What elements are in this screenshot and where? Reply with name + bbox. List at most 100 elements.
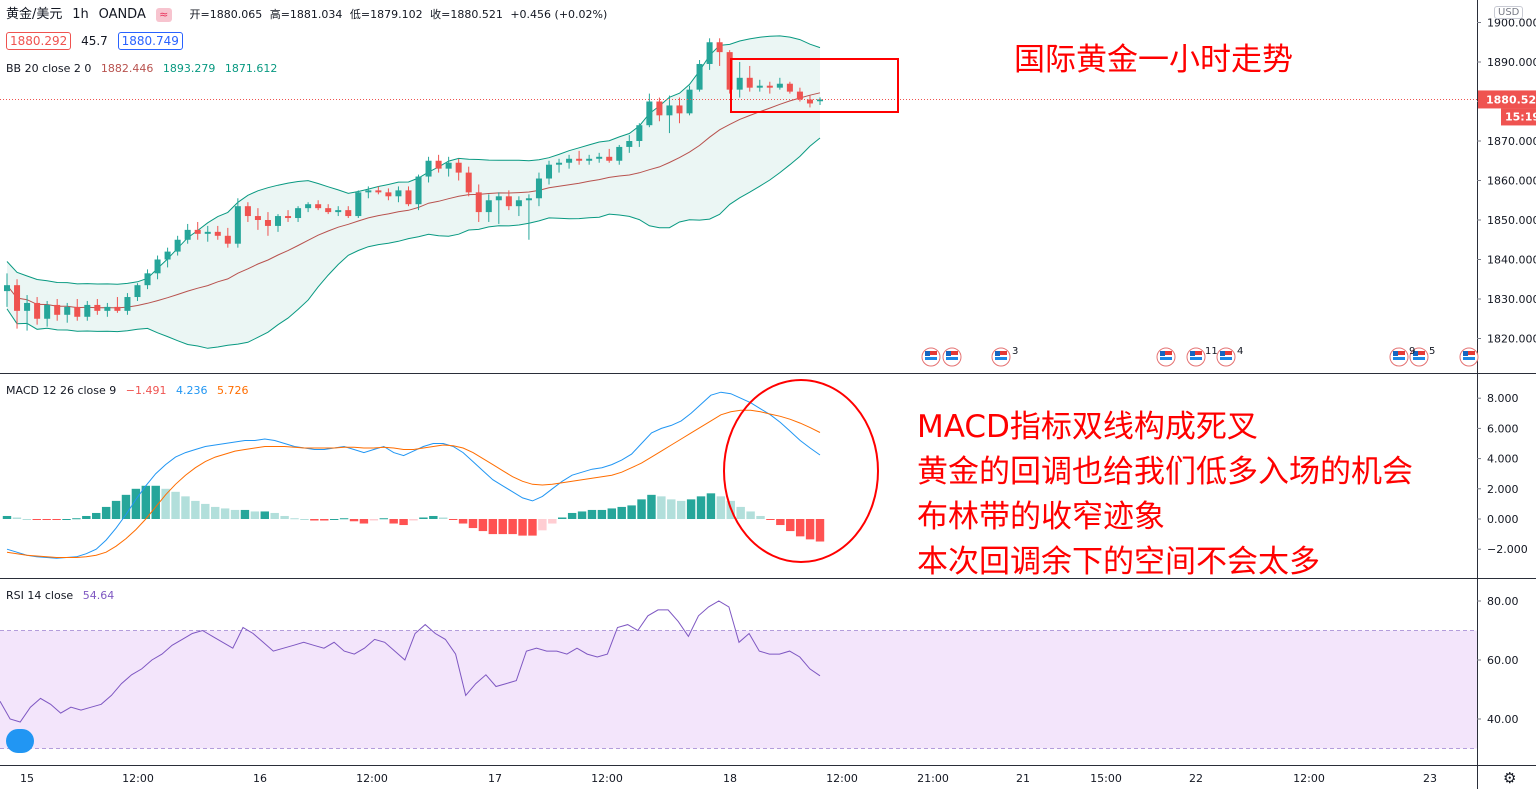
macd-histogram-bar bbox=[676, 500, 686, 519]
candle-body bbox=[224, 235, 231, 244]
macd-histogram-bar bbox=[230, 509, 240, 519]
candle bbox=[465, 166, 472, 197]
candle-body bbox=[134, 285, 141, 298]
candle bbox=[264, 212, 271, 236]
candle bbox=[174, 235, 181, 256]
macd-histogram-bar bbox=[62, 519, 71, 520]
macd-histogram-bar bbox=[468, 519, 478, 529]
buy-button[interactable]: 1880.749 bbox=[117, 32, 183, 50]
macd-histogram-bar bbox=[736, 506, 745, 519]
candle-body bbox=[706, 42, 713, 64]
sell-button[interactable]: 1880.292 bbox=[6, 32, 72, 50]
bb-lower-value: 1871.612 bbox=[224, 62, 278, 75]
candle-body bbox=[305, 204, 312, 209]
annotation-line-4: 本次回调余下的空间不会太多 bbox=[917, 544, 1320, 580]
macd-legend[interactable]: MACD 12 26 close 9 −1.491 4.236 5.726 bbox=[6, 383, 255, 399]
candle bbox=[776, 77, 783, 90]
macd-histogram-bar bbox=[419, 517, 428, 519]
candle-body bbox=[94, 304, 101, 311]
candle-body bbox=[295, 208, 302, 219]
candle bbox=[505, 190, 512, 211]
candle-body bbox=[616, 146, 623, 161]
currency-label[interactable]: USD bbox=[1494, 6, 1524, 19]
candle bbox=[295, 206, 302, 222]
price-tick-label: 1840.000 bbox=[1487, 254, 1536, 267]
candle-body bbox=[445, 162, 452, 169]
macd-histogram-bar bbox=[359, 519, 369, 524]
candle bbox=[435, 154, 442, 173]
candle-body bbox=[395, 190, 402, 197]
time-tick-label: 16 bbox=[253, 772, 267, 785]
candle-body bbox=[385, 192, 392, 197]
highlight-rectangle bbox=[730, 58, 899, 113]
bb-legend[interactable]: BB 20 close 2 0 1882.446 1893.279 1871.6… bbox=[6, 61, 283, 77]
us-flag-stripe bbox=[925, 351, 937, 355]
rsi-legend[interactable]: RSI 14 close 54.64 bbox=[6, 588, 120, 604]
bb-basis-line bbox=[6, 92, 821, 309]
candle bbox=[736, 62, 743, 98]
candle bbox=[214, 225, 221, 240]
candle bbox=[586, 154, 593, 165]
settings-wave-icon[interactable]: ≈ bbox=[155, 7, 172, 22]
candle bbox=[124, 293, 131, 315]
bb-upper-line bbox=[6, 35, 821, 285]
candle bbox=[485, 194, 492, 222]
macd-histogram-bar bbox=[260, 511, 269, 519]
macd-histogram-bar bbox=[290, 518, 299, 520]
candle bbox=[746, 65, 753, 92]
us-flag-stripe bbox=[1220, 351, 1232, 355]
candle-body bbox=[726, 52, 733, 90]
us-flag-stripe bbox=[995, 351, 1007, 355]
macd-histogram-bar bbox=[389, 519, 398, 524]
macd-histogram-bar bbox=[280, 515, 289, 519]
macd-histogram-bar bbox=[201, 503, 210, 519]
us-flag-icon bbox=[921, 347, 941, 367]
candle bbox=[24, 295, 31, 331]
us-flag-stripe bbox=[1220, 357, 1232, 360]
candle bbox=[3, 273, 11, 307]
candle bbox=[34, 297, 41, 325]
candle-body bbox=[656, 101, 663, 116]
candle bbox=[355, 190, 362, 219]
us-flag-stripe bbox=[1160, 351, 1172, 355]
candle-body bbox=[335, 210, 342, 213]
candle bbox=[766, 81, 773, 94]
us-flag-icon bbox=[1459, 347, 1479, 367]
macd-histogram-bar bbox=[32, 519, 41, 520]
macd-histogram-bar bbox=[795, 519, 805, 537]
candle-body bbox=[34, 302, 41, 319]
us-flag-stripe bbox=[1463, 357, 1475, 360]
candle bbox=[706, 38, 713, 70]
candle bbox=[94, 299, 101, 315]
candle bbox=[786, 81, 793, 94]
us-flag-icon bbox=[1409, 347, 1429, 367]
event-count-label: 4 bbox=[1237, 346, 1243, 357]
macd-histogram-bar bbox=[151, 485, 160, 519]
event-count-label: 3 bbox=[1012, 346, 1018, 357]
countdown-tag bbox=[1501, 108, 1536, 126]
tradingview-logo-icon[interactable] bbox=[6, 729, 34, 753]
interval[interactable]: 1h bbox=[72, 7, 89, 22]
gear-icon[interactable]: ⚙ bbox=[1503, 769, 1517, 787]
candle bbox=[626, 135, 633, 153]
candle bbox=[756, 79, 763, 92]
rsi-value: 54.64 bbox=[82, 589, 115, 602]
candle-body bbox=[104, 306, 111, 311]
us-flag-stripe bbox=[946, 357, 958, 360]
annotation-title: 国际黄金一小时走势 bbox=[1014, 42, 1293, 78]
candle bbox=[44, 300, 51, 327]
candle-body bbox=[746, 77, 753, 88]
candle-body bbox=[535, 178, 542, 199]
bb-label: BB 20 close 2 0 bbox=[6, 62, 92, 75]
candle-body bbox=[345, 210, 352, 217]
time-tick-label: 12:00 bbox=[591, 772, 623, 785]
candle-body bbox=[234, 206, 241, 244]
macd-histogram-bar bbox=[458, 519, 468, 524]
candle bbox=[666, 95, 673, 134]
symbol-name[interactable]: 黄金/美元 bbox=[6, 7, 63, 22]
macd-histogram-bar bbox=[111, 500, 121, 519]
macd-histogram-bar bbox=[597, 509, 607, 519]
price-tick-label: 1830.000 bbox=[1487, 293, 1536, 306]
candle bbox=[716, 38, 723, 66]
